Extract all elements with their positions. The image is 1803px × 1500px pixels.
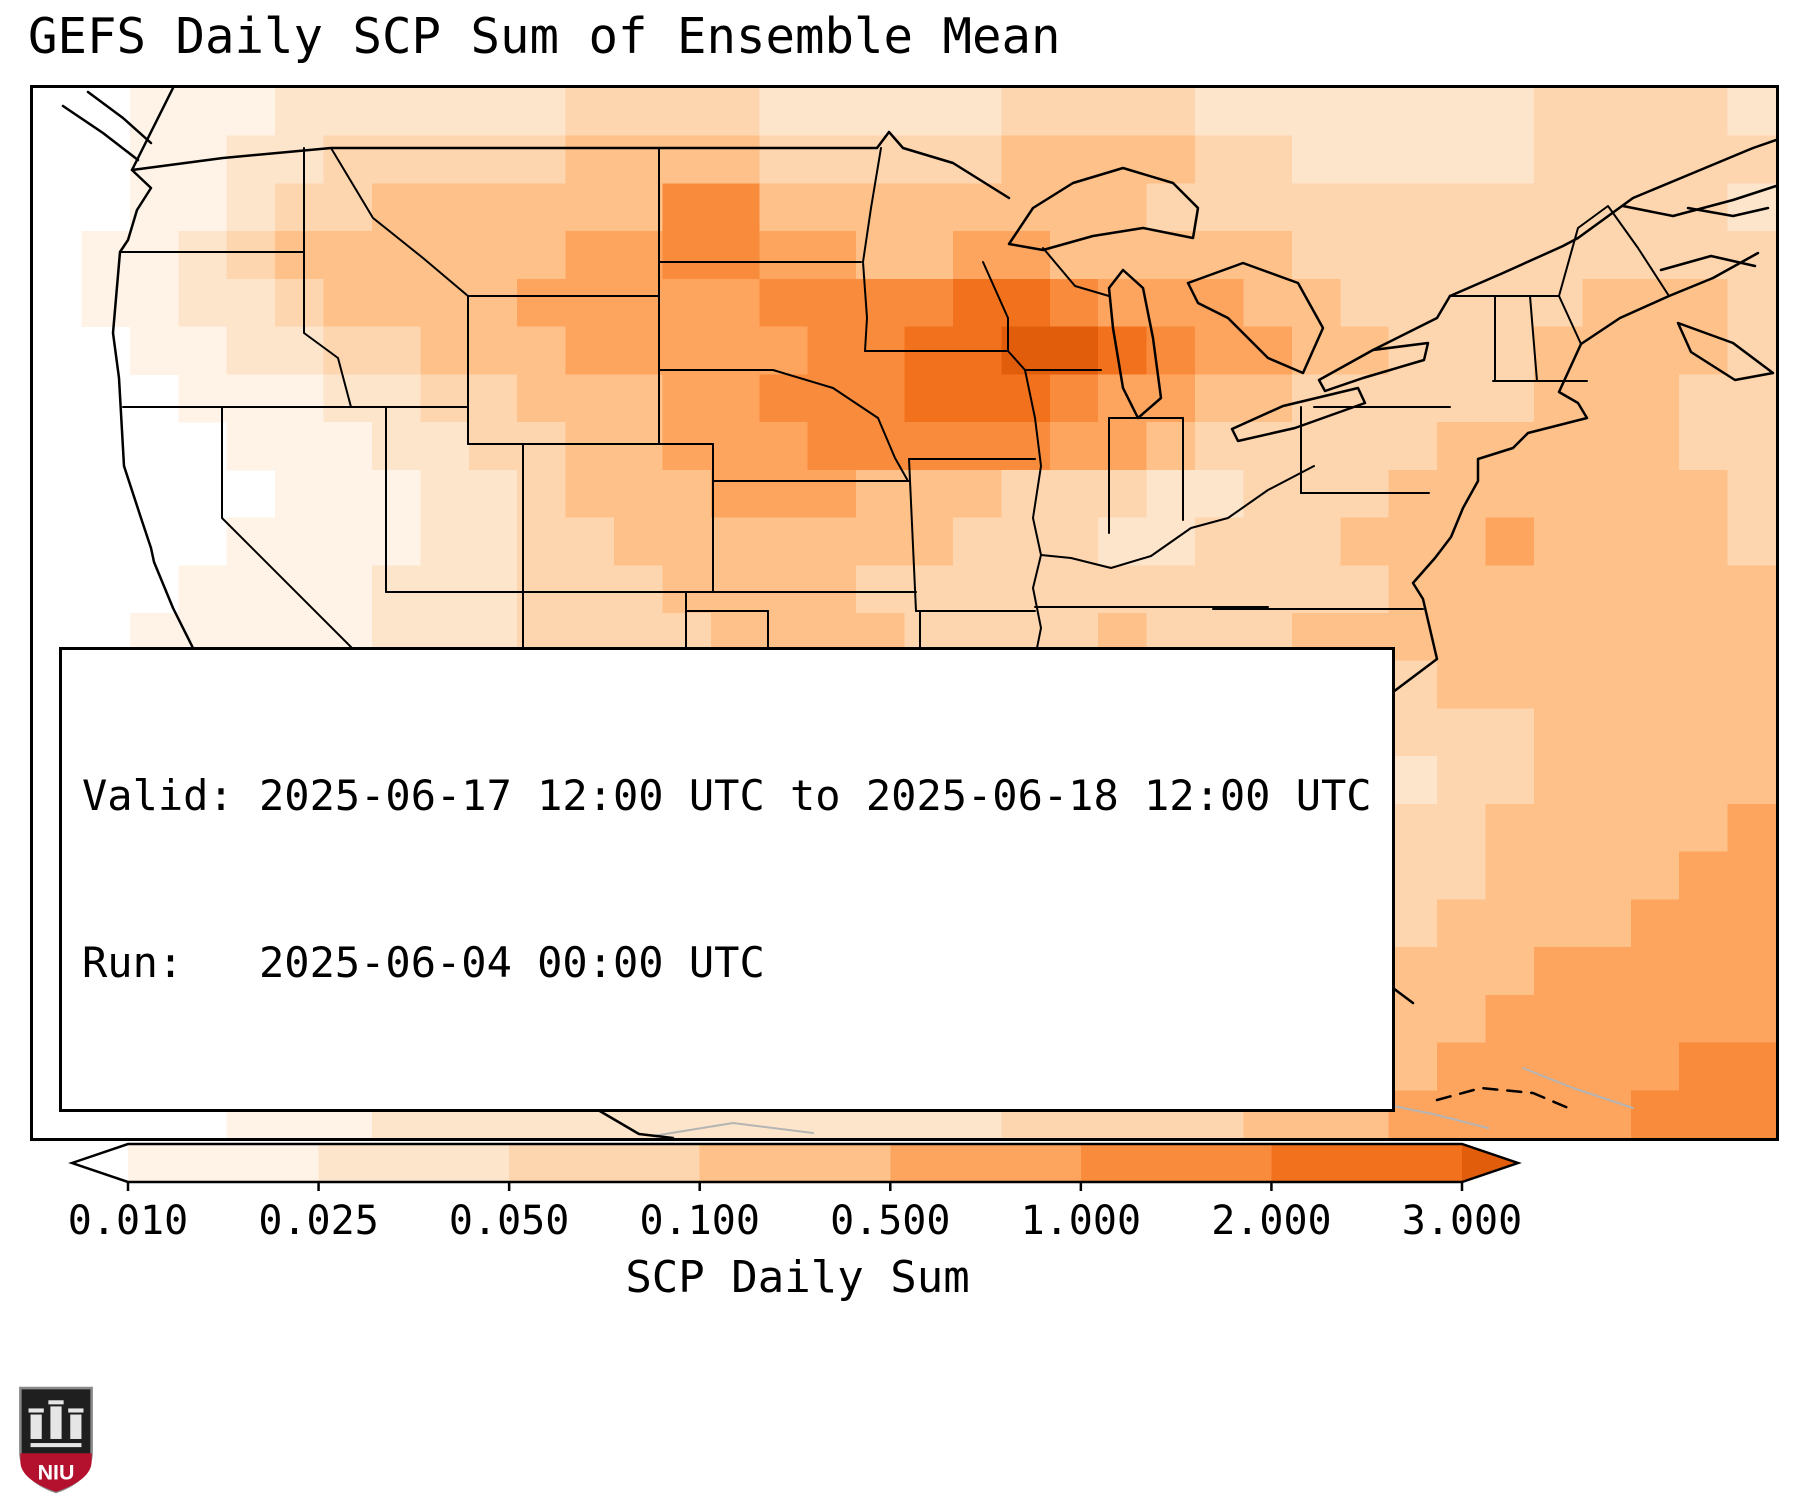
valid-time-text: Valid: 2025-06-17 12:00 UTC to 2025-06-1… [82, 771, 1372, 821]
colorbar-tick-label: 1.000 [1021, 1198, 1141, 1244]
colorbar-tick-label: 2.000 [1211, 1198, 1331, 1244]
dashed-coast-layer [1435, 1086, 1575, 1112]
logo-text: NIU [38, 1461, 75, 1485]
colorbar-tick-label: 0.500 [830, 1198, 950, 1244]
logo-red-band [20, 1453, 92, 1492]
colorbar-svg: 0.010 0.025 0.050 0.100 0.500 1.000 2.000 3.000 [68, 1142, 1522, 1244]
colorbar-tick-label: 0.050 [449, 1198, 569, 1244]
colorbar-axis-label: SCP Daily Sum [625, 1252, 970, 1303]
figure-title: GEFS Daily SCP Sum of Ensemble Mean [28, 8, 1061, 65]
valid-run-annotation-box: Valid: 2025-06-17 12:00 UTC to 2025-06-1… [59, 646, 1395, 1112]
colorbar-under-arrow [72, 1144, 128, 1182]
colorbar-tick-label: 0.100 [640, 1198, 760, 1244]
run-time-text: Run: 2025-06-04 00:00 UTC [82, 937, 765, 987]
colorbar: 0.010 0.025 0.050 0.100 0.500 1.000 2.000 3.000 [30, 1140, 1773, 1250]
colorbar-tick-label: 3.000 [1402, 1198, 1522, 1244]
colorbar-over-arrow [1462, 1144, 1518, 1182]
niu-logo: NIU [19, 1386, 93, 1494]
colorbar-segments [128, 1144, 1463, 1182]
colorbar-ticks: 0.010 0.025 0.050 0.100 0.500 1.000 2.000 3.000 [68, 1182, 1522, 1244]
map-plot-area: Valid: 2025-06-17 12:00 UTC to 2025-06-1… [30, 85, 1779, 1141]
colorbar-tick-label: 0.025 [258, 1198, 378, 1244]
castle-icon [28, 1400, 84, 1448]
great-lakes-layer [1007, 166, 1430, 443]
colorbar-tick-label: 0.010 [68, 1198, 188, 1244]
